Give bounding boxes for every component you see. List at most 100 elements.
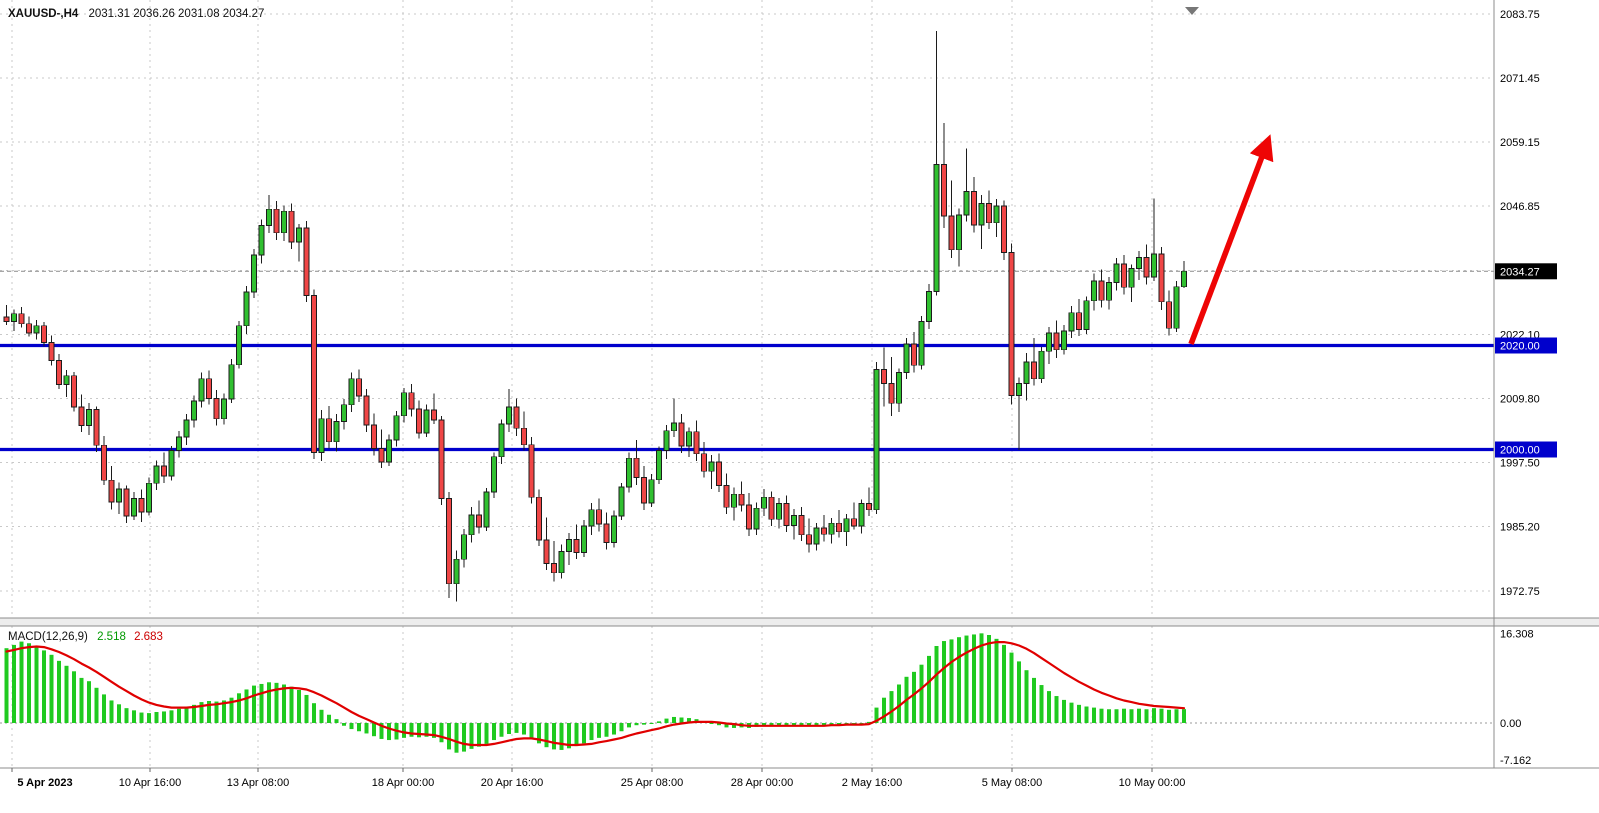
candle-body bbox=[131, 497, 137, 517]
macd-histogram-bar bbox=[102, 694, 106, 723]
macd-histogram-bar bbox=[604, 723, 609, 737]
chart-shift-marker-icon[interactable] bbox=[1185, 7, 1199, 15]
macd-histogram-bar bbox=[897, 684, 901, 723]
candle-body bbox=[281, 210, 287, 234]
macd-axis-label: -7.162 bbox=[1500, 755, 1531, 767]
candle-body bbox=[348, 378, 355, 406]
time-axis-label: 2 May 16:00 bbox=[842, 777, 903, 789]
candle-body bbox=[86, 409, 92, 426]
chart-grid bbox=[0, 0, 1494, 768]
macd-histogram-bar bbox=[87, 681, 91, 723]
macd-histogram-bar bbox=[462, 723, 466, 752]
candle-body bbox=[206, 378, 212, 399]
macd-histogram-bar bbox=[237, 693, 241, 723]
trend-arrow[interactable] bbox=[1188, 134, 1274, 345]
candle-body bbox=[303, 227, 310, 296]
candle-body bbox=[138, 497, 145, 513]
macd-histogram-bar bbox=[132, 710, 136, 723]
panel-divider[interactable] bbox=[0, 618, 1599, 626]
candle-body bbox=[1068, 312, 1075, 332]
candle-body bbox=[506, 406, 512, 425]
macd-histogram-bar bbox=[199, 702, 204, 723]
macd-histogram-bar bbox=[94, 687, 99, 723]
macd-histogram-bar bbox=[792, 723, 796, 726]
macd-histogram-bar bbox=[762, 723, 766, 726]
macd-main-value: 2.518 bbox=[97, 631, 126, 643]
candle-body bbox=[116, 488, 122, 503]
time-axis-label: 5 May 08:00 bbox=[982, 777, 1043, 789]
candle-body bbox=[183, 419, 190, 438]
macd-histogram-bar bbox=[289, 686, 294, 723]
candle-body bbox=[663, 430, 670, 451]
candle-body bbox=[71, 375, 77, 408]
candle-body bbox=[746, 504, 752, 530]
macd-signal-value: 2.683 bbox=[134, 631, 163, 643]
macd-histogram-bar bbox=[994, 638, 999, 723]
candle-body bbox=[918, 321, 925, 366]
current-price-badge-text: 2034.27 bbox=[1500, 266, 1540, 278]
macd-histogram-bar bbox=[664, 718, 669, 723]
candle-body bbox=[821, 527, 827, 535]
candle-body bbox=[648, 479, 655, 504]
candle-body bbox=[446, 497, 452, 585]
macd-histogram-bar bbox=[282, 684, 286, 723]
candle-body bbox=[1023, 361, 1030, 384]
macd-histogram-bar bbox=[567, 723, 571, 749]
candle-body bbox=[371, 424, 377, 449]
candle-body bbox=[26, 323, 32, 334]
candle-body bbox=[18, 313, 25, 325]
candle-body bbox=[461, 534, 467, 560]
macd-histogram-bar bbox=[529, 723, 534, 739]
macd-histogram-bar bbox=[1084, 706, 1089, 723]
candle-body bbox=[926, 291, 932, 322]
candle-body bbox=[1098, 280, 1105, 301]
candle-body bbox=[1046, 332, 1052, 352]
candle-body bbox=[476, 514, 482, 528]
macd-histogram-bar bbox=[1054, 696, 1059, 723]
macd-histogram-bar bbox=[379, 723, 384, 739]
candle-body bbox=[11, 313, 17, 322]
macd-histogram-bar bbox=[507, 723, 511, 734]
macd-histogram-bar bbox=[597, 723, 601, 738]
macd-histogram-bar bbox=[949, 639, 954, 723]
macd-histogram-bar bbox=[267, 682, 271, 723]
candle-body bbox=[716, 461, 722, 486]
candle-body bbox=[236, 325, 242, 366]
macd-histogram-bar bbox=[784, 723, 789, 726]
candle-body bbox=[153, 465, 160, 484]
price-scale[interactable]: 2083.752071.452059.152046.852022.102009.… bbox=[1495, 9, 1557, 767]
macd-axis-label: 16.308 bbox=[1500, 628, 1534, 640]
candle-body bbox=[776, 503, 782, 520]
candle-body bbox=[761, 496, 767, 509]
macd-histogram-bar bbox=[1137, 708, 1141, 723]
macd-histogram-bar bbox=[499, 723, 504, 737]
candle-body bbox=[378, 448, 385, 463]
candle-body bbox=[866, 503, 872, 511]
time-scale[interactable]: 5 Apr 2023 10 Apr 16:00 13 Apr 08:00 18 Apr… bbox=[11, 768, 1185, 789]
candle-body bbox=[198, 378, 205, 402]
candle-body bbox=[243, 291, 250, 327]
macd-histogram-bar bbox=[972, 634, 976, 723]
candle-body bbox=[213, 398, 220, 420]
candle-body bbox=[543, 539, 550, 564]
candle-body bbox=[581, 525, 587, 553]
macd-histogram-bar bbox=[192, 704, 196, 723]
macd-indicator bbox=[0, 633, 1494, 753]
current-price-badge bbox=[1495, 263, 1557, 280]
macd-histogram-bar bbox=[454, 723, 459, 753]
macd-histogram-bar bbox=[942, 641, 946, 723]
candle-body bbox=[1121, 263, 1127, 288]
candle-body bbox=[438, 419, 445, 499]
macd-histogram-bar bbox=[612, 723, 616, 735]
candle-body bbox=[311, 295, 317, 454]
candle-body bbox=[363, 395, 370, 426]
candle-body bbox=[318, 418, 325, 454]
macd-histogram-bar bbox=[319, 709, 324, 723]
candle-body bbox=[108, 479, 115, 503]
candle-body bbox=[596, 509, 602, 525]
candle-body bbox=[78, 406, 85, 426]
candle-body bbox=[551, 562, 557, 574]
candle-body bbox=[806, 534, 812, 545]
macd-histogram-bar bbox=[484, 723, 489, 744]
